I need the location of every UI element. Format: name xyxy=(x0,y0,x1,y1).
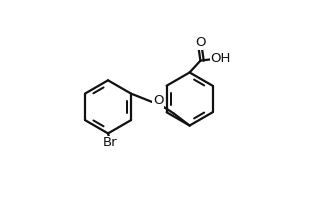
Text: OH: OH xyxy=(210,52,231,65)
Text: Br: Br xyxy=(103,136,117,149)
Text: O: O xyxy=(153,94,164,107)
Text: O: O xyxy=(195,36,205,50)
